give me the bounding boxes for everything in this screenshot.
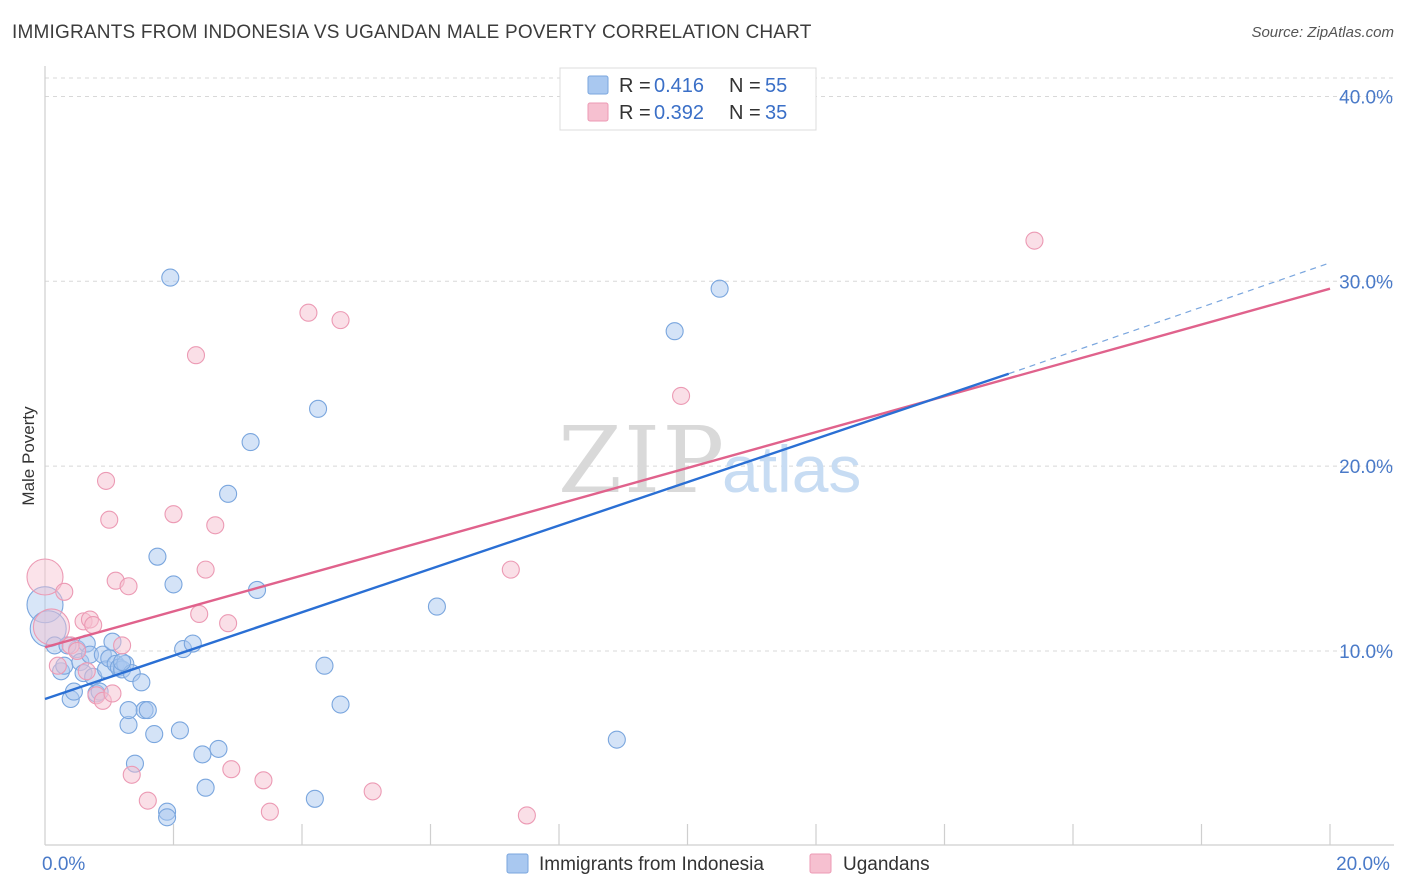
data-point [132, 673, 151, 692]
source-label: Source: ZipAtlas.com [1251, 24, 1394, 41]
data-point [315, 656, 334, 675]
data-point [1025, 231, 1044, 250]
trend-line-indonesia-extension [1008, 262, 1331, 375]
bottom-legend-swatch-ugandans [809, 853, 832, 874]
data-point [145, 725, 164, 744]
data-point [672, 386, 691, 405]
data-point [138, 791, 157, 810]
data-point [517, 806, 536, 825]
legend-r-label-indonesia: R = [619, 75, 651, 97]
trend-lines [44, 262, 1331, 701]
legend-r-indonesia: 0.416 [654, 75, 704, 97]
data-point [607, 730, 626, 749]
tick-labels: 10.0% 20.0% 30.0% 40.0% 0.0% 20.0% [42, 87, 1393, 875]
data-point [138, 701, 157, 720]
y-tick-label: 20.0% [1339, 457, 1393, 478]
data-point [501, 560, 520, 579]
data-point [331, 695, 350, 714]
y-tick-label: 40.0% [1339, 87, 1393, 108]
data-point [363, 782, 382, 801]
legend-n-indonesia: 55 [765, 75, 787, 97]
axes [44, 66, 1394, 846]
data-point [96, 471, 116, 490]
data-point [164, 505, 183, 524]
stats-legend: R = 0.416 N = 55 R = 0.392 N = 35 [559, 67, 817, 131]
data-point [113, 636, 132, 655]
watermark: ZIP atlas [558, 407, 861, 514]
data-point [331, 311, 350, 330]
data-point [665, 322, 684, 341]
data-point [122, 765, 141, 784]
data-point [158, 808, 177, 827]
data-point [254, 771, 273, 790]
legend-r-ugandans: 0.392 [654, 102, 704, 124]
data-point [190, 604, 209, 624]
legend-r-label-ugandans: R = [619, 102, 651, 124]
data-point [305, 789, 324, 808]
legend-n-label-ugandans: N = [729, 102, 761, 124]
data-point [55, 582, 74, 601]
data-point [209, 739, 228, 758]
trend-line-ugandans [44, 287, 1331, 649]
gridlines [45, 77, 1394, 652]
data-point [710, 279, 729, 298]
x-tick-label: 0.0% [42, 854, 85, 875]
data-point [148, 547, 167, 566]
data-point [206, 516, 225, 535]
data-point [113, 652, 132, 672]
trend-line-indonesia [44, 372, 1010, 701]
y-axis-label: Male Poverty [19, 406, 38, 506]
data-point [48, 656, 67, 675]
data-point [119, 701, 138, 720]
bottom-legend: Immigrants from Indonesia Ugandans [506, 853, 930, 875]
data-point [309, 399, 328, 418]
data-point [170, 721, 189, 740]
x-tick-label: 20.0% [1336, 854, 1390, 875]
data-point [164, 575, 183, 594]
data-point [77, 662, 96, 681]
series-indonesia-points [26, 268, 729, 827]
data-point [100, 510, 119, 529]
data-point [161, 268, 180, 287]
data-point [186, 346, 206, 365]
data-point [26, 586, 64, 624]
data-point [260, 802, 279, 821]
data-point [193, 745, 212, 764]
bottom-legend-indonesia: Immigrants from Indonesia [539, 854, 764, 875]
data-point [241, 433, 260, 452]
data-point [219, 484, 238, 503]
data-point [119, 577, 138, 596]
data-point [103, 684, 122, 703]
watermark-atlas: atlas [722, 432, 861, 506]
legend-swatch-ugandans [587, 102, 609, 122]
bottom-legend-swatch-indonesia [506, 853, 529, 874]
data-point [427, 597, 446, 616]
data-point [26, 558, 64, 596]
data-point [222, 760, 241, 779]
y-tick-label: 10.0% [1339, 642, 1393, 663]
y-tick-label: 30.0% [1339, 272, 1393, 293]
series-ugandans-points [26, 231, 1044, 825]
data-point [196, 560, 215, 579]
data-point [299, 303, 318, 322]
chart-title: IMMIGRANTS FROM INDONESIA VS UGANDAN MAL… [12, 22, 812, 43]
legend-swatch-indonesia [587, 75, 609, 95]
legend-n-ugandans: 35 [765, 102, 787, 124]
bottom-legend-ugandans: Ugandans [843, 854, 930, 875]
data-point [219, 614, 238, 633]
legend-n-label-indonesia: N = [729, 75, 761, 97]
data-point [196, 778, 215, 797]
data-point [68, 641, 87, 660]
